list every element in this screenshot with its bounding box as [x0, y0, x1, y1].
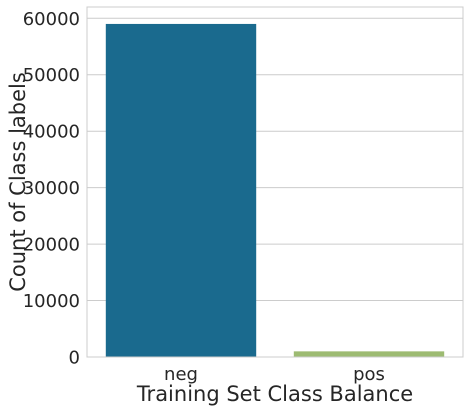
y-tick-label: 40000	[23, 122, 80, 143]
y-tick-label: 0	[69, 348, 80, 369]
y-tick-labels: 0 10000 20000 30000 40000 50000 60000	[23, 9, 80, 369]
x-axis-label: Training Set Class Balance	[136, 382, 413, 406]
x-tick-labels: neg pos	[164, 364, 385, 385]
y-tick-label: 50000	[23, 65, 80, 86]
y-tick-label: 10000	[23, 291, 80, 312]
y-tick-label: 30000	[23, 178, 80, 199]
bar-neg	[105, 23, 257, 357]
y-tick-label: 60000	[23, 9, 80, 30]
x-tick-label: neg	[164, 364, 198, 385]
y-tick-label: 20000	[23, 235, 80, 256]
plot-frame	[86, 6, 464, 358]
x-tick-label: pos	[353, 364, 385, 385]
y-axis-label: Count of Class labels	[6, 72, 30, 292]
bars	[105, 23, 445, 357]
bar-pos	[293, 351, 445, 357]
